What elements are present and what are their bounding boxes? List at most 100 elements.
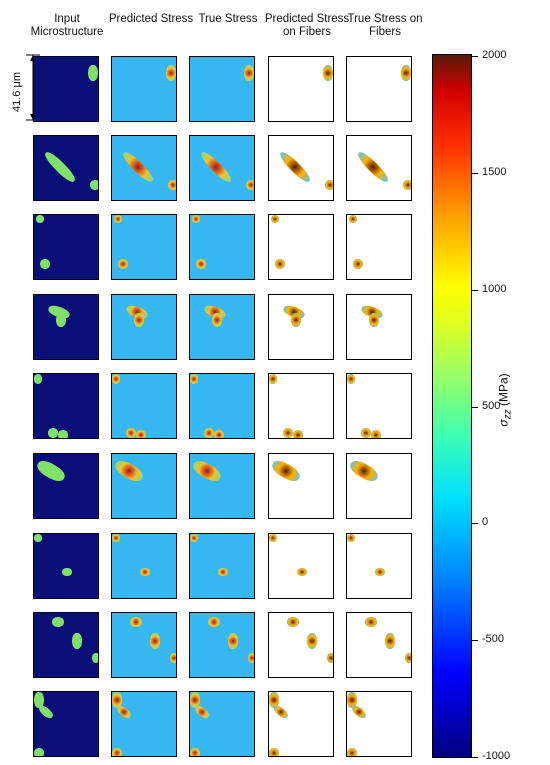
- fiber-region: [166, 65, 176, 81]
- fiber-region: [114, 215, 122, 223]
- fiber-region: [375, 568, 385, 576]
- true-fibers-panel-row-4: [346, 294, 412, 360]
- true-fibers-panel-row-2: [346, 135, 412, 201]
- fiber-region: [136, 430, 146, 438]
- fiber-region: [327, 653, 333, 663]
- predicted-fibers-panel-row-5: [268, 373, 334, 439]
- colorbar-tick-label: 500: [482, 399, 501, 412]
- fiber-region: [34, 374, 42, 384]
- fiber-region: [361, 428, 371, 438]
- predicted-stress-panel-row-4: [111, 294, 177, 360]
- colorbar-tick: [472, 289, 478, 291]
- fiber-region: [204, 428, 214, 438]
- header-predicted-stress: Predicted Stress: [108, 13, 194, 25]
- true-fibers-panel-row-9: [346, 691, 412, 757]
- predicted-fibers-panel-row-4: [268, 294, 334, 360]
- fiber-region: [212, 313, 222, 327]
- colorbar-label: σzz (MPa): [496, 365, 513, 435]
- fiber-region: [347, 692, 357, 708]
- fiber-region: [112, 374, 120, 384]
- fiber-region: [214, 430, 224, 438]
- predicted-stress-panel-row-1: [111, 56, 177, 122]
- fiber-region: [369, 313, 379, 327]
- fiber-region: [371, 430, 381, 438]
- fiber-region: [403, 180, 411, 190]
- fiber-region: [269, 748, 279, 756]
- fiber-region: [307, 633, 317, 649]
- input-microstructure-panel-row-8: [33, 612, 99, 678]
- fiber-region: [42, 149, 78, 185]
- fiber-region: [126, 428, 136, 438]
- fiber-region: [269, 692, 279, 708]
- fiber-region: [170, 653, 176, 663]
- colorbar-tick: [472, 523, 478, 525]
- colorbar-tick-label: 1000: [482, 282, 507, 295]
- fiber-region: [291, 313, 301, 327]
- fiber-region: [347, 534, 355, 542]
- predicted-fibers-panel-row-8: [268, 612, 334, 678]
- fiber-region: [112, 748, 122, 756]
- header-true-stress: True Stress: [198, 13, 258, 25]
- fiber-region: [269, 374, 277, 384]
- colorbar-tick: [472, 56, 478, 57]
- true-stress-panel-row-2: [189, 135, 255, 201]
- fiber-region: [190, 374, 198, 384]
- fiber-region: [92, 653, 98, 663]
- predicted-stress-panel-row-5: [111, 373, 177, 439]
- fiber-region: [140, 568, 150, 576]
- fiber-region: [246, 180, 254, 190]
- colorbar-label-symbol: σ: [496, 419, 511, 427]
- fiber-region: [218, 568, 228, 576]
- colorbar-tick-label: 0: [482, 516, 489, 529]
- fiber-region: [350, 703, 368, 721]
- fiber-region: [130, 617, 142, 627]
- true-stress-panel-row-5: [189, 373, 255, 439]
- fiber-region: [34, 748, 44, 756]
- fiber-region: [36, 215, 44, 223]
- fiber-region: [112, 692, 122, 708]
- fiber-region: [355, 149, 391, 185]
- fiber-region: [347, 748, 357, 756]
- fiber-region: [115, 703, 133, 721]
- input-microstructure-panel-row-7: [33, 533, 99, 599]
- header-predicted-fibers: Predicted Stress on Fibers: [264, 13, 350, 38]
- predicted-fibers-panel-row-2: [268, 135, 334, 201]
- true-stress-panel-row-4: [189, 294, 255, 360]
- fiber-region: [323, 65, 333, 81]
- fiber-region: [196, 259, 206, 269]
- fiber-region: [297, 568, 307, 576]
- fiber-region: [192, 215, 200, 223]
- fiber-region: [269, 534, 277, 542]
- fiber-region: [120, 149, 156, 185]
- fiber-region: [118, 259, 128, 269]
- fiber-region: [190, 534, 198, 542]
- fiber-region: [283, 428, 293, 438]
- input-microstructure-panel-row-3: [33, 214, 99, 280]
- predicted-stress-panel-row-7: [111, 533, 177, 599]
- fiber-region: [168, 180, 176, 190]
- true-fibers-panel-row-3: [346, 214, 412, 280]
- scale-bar-label: 41.6 μm: [11, 72, 23, 112]
- predicted-stress-panel-row-8: [111, 612, 177, 678]
- colorbar-tick: [472, 757, 478, 758]
- header-true-fibers: True Stress on Fibers: [347, 13, 423, 38]
- predicted-fibers-panel-row-9: [268, 691, 334, 757]
- true-stress-panel-row-7: [189, 533, 255, 599]
- colorbar-tick-label: -500: [482, 633, 505, 646]
- fiber-region: [349, 215, 357, 223]
- fiber-region: [269, 457, 303, 485]
- fiber-region: [275, 259, 285, 269]
- colorbar-tick: [472, 640, 478, 642]
- predicted-fibers-panel-row-6: [268, 453, 334, 519]
- true-stress-panel-row-1: [189, 56, 255, 122]
- fiber-region: [34, 534, 42, 542]
- fiber-region: [347, 457, 381, 485]
- fiber-region: [190, 748, 200, 756]
- fiber-region: [34, 457, 68, 485]
- true-stress-panel-row-3: [189, 214, 255, 280]
- fiber-region: [271, 215, 279, 223]
- colorbar-label-subscript: zz: [502, 409, 514, 420]
- fiber-region: [72, 633, 82, 649]
- fiber-region: [365, 617, 377, 627]
- colorbar-tick: [472, 406, 478, 408]
